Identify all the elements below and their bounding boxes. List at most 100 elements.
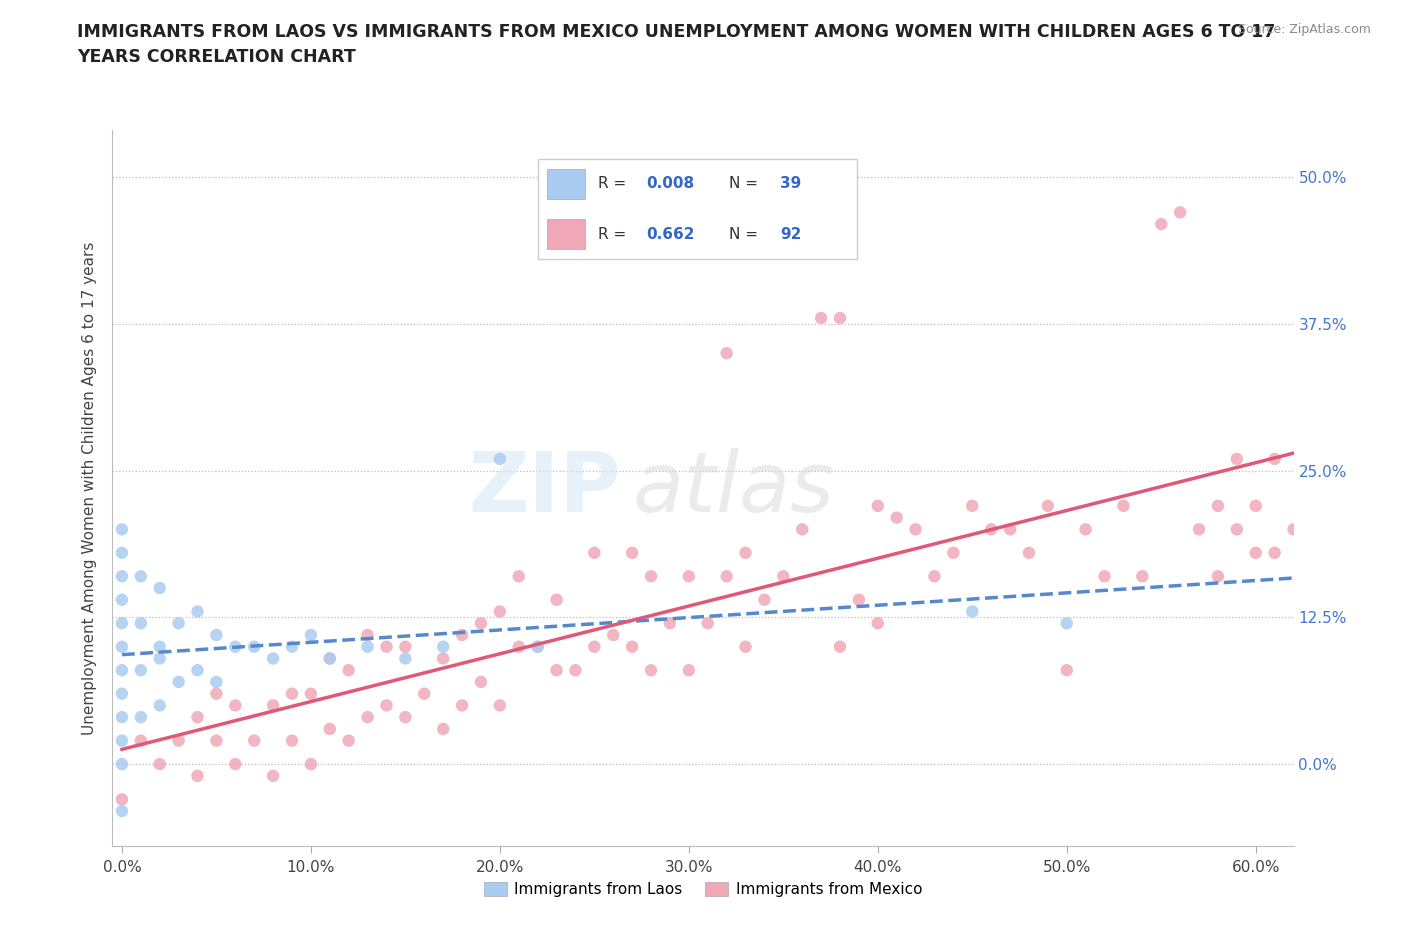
Point (602, 628, 624, 643)
Text: Source: ZipAtlas.com: Source: ZipAtlas.com (1237, 23, 1371, 36)
Point (319, 722, 342, 737)
Text: IMMIGRANTS FROM LAOS VS IMMIGRANTS FROM MEXICO UNEMPLOYMENT AMONG WOMEN WITH CHI: IMMIGRANTS FROM LAOS VS IMMIGRANTS FROM … (77, 23, 1275, 66)
Point (866, 498, 889, 513)
Point (129, 710, 152, 724)
Point (299, 628, 322, 643)
Point (356, 639, 378, 654)
Point (640, 569, 662, 584)
Point (489, 604, 512, 619)
Point (149, 639, 172, 654)
Point (129, 733, 152, 748)
Point (980, 522, 1002, 537)
Point (848, 592, 870, 607)
Point (1264, 451, 1286, 466)
Point (111, 592, 134, 607)
Point (262, 768, 284, 783)
Point (998, 522, 1021, 537)
Point (866, 616, 889, 631)
Point (716, 569, 738, 584)
Point (1282, 522, 1305, 537)
Point (129, 616, 152, 631)
Point (167, 616, 190, 631)
Point (1226, 522, 1249, 537)
Point (772, 569, 794, 584)
Point (754, 592, 776, 607)
Point (149, 698, 172, 713)
Point (356, 710, 378, 724)
Point (886, 511, 908, 525)
Point (111, 686, 134, 701)
Point (299, 757, 322, 772)
Point (375, 698, 398, 713)
Point (1244, 545, 1267, 560)
Point (564, 663, 586, 678)
Point (526, 639, 548, 654)
Point (205, 628, 228, 643)
Point (640, 663, 662, 678)
Point (1056, 616, 1078, 631)
Point (224, 698, 246, 713)
Point (262, 651, 284, 666)
Point (1168, 205, 1191, 219)
Point (394, 651, 416, 666)
Point (1094, 569, 1116, 584)
Point (1206, 498, 1229, 513)
Point (546, 663, 568, 678)
Point (696, 616, 718, 631)
Point (924, 569, 946, 584)
Point (186, 604, 208, 619)
Point (394, 639, 416, 654)
Point (1056, 663, 1078, 678)
Point (583, 545, 606, 560)
Point (111, 804, 134, 818)
Point (962, 498, 984, 513)
Point (942, 545, 965, 560)
Point (111, 757, 134, 772)
Point (111, 710, 134, 724)
Point (1036, 498, 1059, 513)
Point (678, 569, 700, 584)
Point (299, 686, 322, 701)
Point (111, 522, 134, 537)
Point (111, 663, 134, 678)
Point (129, 569, 152, 584)
Point (432, 722, 454, 737)
Point (489, 451, 512, 466)
Point (205, 733, 228, 748)
Point (281, 639, 304, 654)
Point (489, 698, 512, 713)
Point (621, 639, 644, 654)
Y-axis label: Unemployment Among Women with Children Ages 6 to 17 years: Unemployment Among Women with Children A… (82, 242, 97, 735)
Point (1074, 522, 1097, 537)
Point (319, 651, 342, 666)
Point (224, 639, 246, 654)
Point (621, 545, 644, 560)
Point (413, 686, 436, 701)
Point (1226, 451, 1249, 466)
Point (281, 686, 304, 701)
Point (111, 639, 134, 654)
Point (337, 663, 360, 678)
Legend: Immigrants from Laos, Immigrants from Mexico: Immigrants from Laos, Immigrants from Me… (478, 876, 928, 903)
Point (546, 592, 568, 607)
Point (828, 311, 851, 325)
Point (1018, 545, 1040, 560)
Point (470, 674, 492, 689)
Point (356, 628, 378, 643)
Point (470, 616, 492, 631)
Point (394, 710, 416, 724)
Point (734, 545, 756, 560)
Point (186, 768, 208, 783)
Point (186, 710, 208, 724)
Point (734, 639, 756, 654)
Point (526, 639, 548, 654)
Point (716, 346, 738, 361)
Point (111, 616, 134, 631)
Point (243, 639, 266, 654)
Text: ZIP: ZIP (468, 447, 620, 529)
Point (1112, 498, 1135, 513)
Point (375, 639, 398, 654)
Point (583, 639, 606, 654)
Point (678, 663, 700, 678)
Point (508, 639, 530, 654)
